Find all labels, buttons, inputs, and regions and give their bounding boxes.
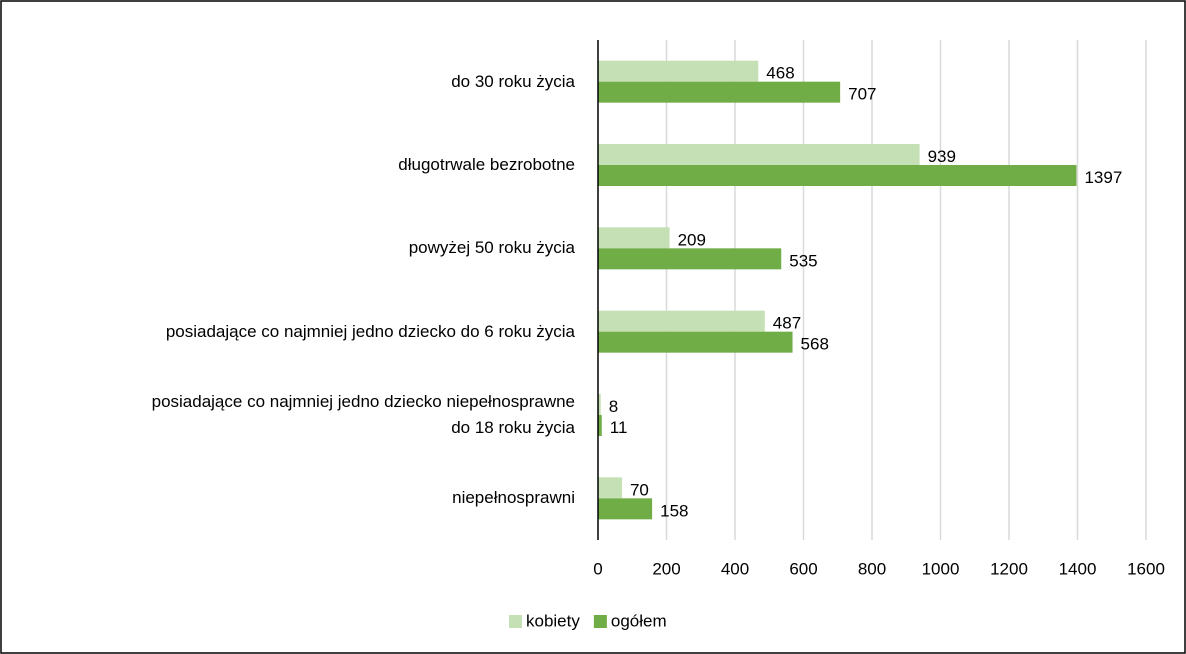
legend-swatch [593, 615, 607, 628]
y-tick-label: posiadające co najmniej jedno dziecko do… [165, 321, 575, 341]
y-tick-label: posiadające co najmniej jedno dziecko ni… [151, 392, 575, 437]
bar [598, 248, 782, 270]
bar [598, 394, 601, 415]
x-tick-label: 1400 [1059, 559, 1097, 578]
data-label: 487 [773, 314, 801, 333]
bar [598, 144, 920, 165]
bar [598, 165, 1077, 186]
data-label: 70 [630, 480, 649, 499]
bar [598, 498, 653, 520]
data-label: 11 [610, 418, 628, 437]
x-tick-label: 1000 [922, 559, 960, 578]
x-tick-label: 200 [652, 559, 680, 578]
bar [598, 227, 670, 249]
x-tick-label: 1600 [1127, 559, 1165, 578]
bar [598, 60, 759, 82]
data-label: 209 [678, 230, 706, 249]
x-tick-label: 1200 [990, 559, 1028, 578]
x-tick-label: 600 [789, 559, 817, 578]
data-label: 468 [766, 64, 794, 83]
data-label: 707 [848, 85, 876, 104]
bar [598, 477, 622, 499]
x-tick-label: 0 [593, 559, 602, 578]
bar [598, 310, 765, 332]
data-label: 8 [609, 397, 618, 416]
x-tick-label: 800 [858, 559, 886, 578]
bar [598, 81, 841, 103]
bar [598, 331, 793, 353]
data-label: 158 [660, 501, 688, 520]
y-tick-label: powyżej 50 roku życia [408, 238, 575, 258]
y-tick-label: do 30 roku życia [451, 71, 575, 91]
data-label: 535 [789, 251, 817, 270]
y-tick-label: niepełnosprawni [452, 488, 575, 508]
bar [598, 415, 602, 436]
data-label: 568 [801, 335, 829, 354]
data-label: 939 [928, 147, 956, 166]
x-tick-label: 400 [721, 559, 749, 578]
legend-label: kobiety [526, 611, 580, 630]
data-label: 1397 [1084, 168, 1122, 187]
legend-label: ogółem [611, 611, 667, 630]
legend-swatch [509, 615, 522, 628]
y-tick-label: długotrwale bezrobotne [398, 155, 575, 174]
